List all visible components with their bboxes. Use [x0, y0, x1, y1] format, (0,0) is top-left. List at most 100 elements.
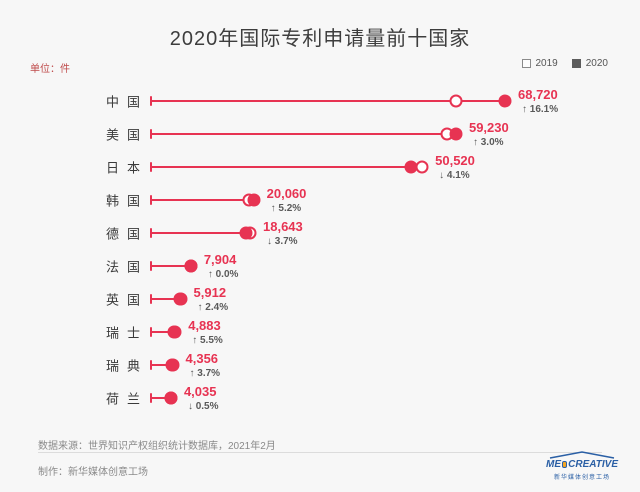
dot-2020-filled-circle: [164, 391, 178, 404]
legend-swatch-2020-filled-square: [571, 59, 581, 68]
value-label: 4,035: [183, 384, 217, 399]
country-label: 德国: [0, 223, 140, 242]
footer-divider: [38, 452, 602, 453]
value-label: 20,060: [266, 186, 307, 201]
legend-label-2019: 2019: [535, 58, 558, 69]
lollipop-line: [150, 132, 456, 135]
logo-caption: 新华媒体创意工场: [553, 475, 610, 481]
row-labels: 18,643 ↓ 3.7%: [263, 220, 303, 247]
change-label: ↑ 5.2%: [270, 203, 302, 214]
change-label: ↓ 4.1%: [439, 170, 470, 181]
row-plot: 68,720 ↑ 16.1%: [150, 84, 640, 117]
country-label-text: 瑞士: [105, 325, 148, 340]
row-plot: 20,060 ↑ 5.2%: [150, 183, 640, 216]
change-label: ↑ 0.0%: [207, 269, 239, 280]
value-label: 18,643: [263, 219, 303, 234]
row-plot: 4,035 ↓ 0.5%: [150, 381, 640, 414]
country-label: 荷兰: [0, 388, 140, 407]
producer-note: 制作：新华媒体创意工场: [38, 467, 148, 478]
row-plot: 50,520 ↓ 4.1%: [150, 150, 640, 183]
change-label: ↓ 3.7%: [267, 236, 298, 247]
legend-item-2020: 2020: [571, 58, 608, 69]
lollipop-line: [150, 396, 171, 399]
legend-swatch-2019-hollow-square: [521, 59, 531, 68]
dot-2020-filled-circle: [498, 94, 512, 107]
dot-2020-filled-circle: [166, 358, 179, 371]
country-label-text: 日本: [105, 160, 148, 175]
chart-row: 荷兰 4,035 ↓ 0.5%: [0, 381, 640, 414]
change-label: ↑ 5.5%: [192, 335, 223, 346]
country-label-text: 美国: [105, 127, 148, 142]
row-plot: 4,883 ↑ 5.5%: [150, 315, 640, 348]
value-label: 7,904: [203, 252, 237, 267]
dot-2019-hollow-circle: [449, 94, 463, 107]
row-plot: 5,912 ↑ 2.4%: [150, 282, 640, 315]
row-labels: 4,883 ↑ 5.5%: [188, 319, 223, 346]
dot-2020-filled-circle: [247, 193, 261, 206]
country-label-text: 中国: [105, 94, 148, 109]
value-label: 68,720: [518, 87, 558, 102]
country-label: 日本: [0, 157, 140, 176]
country-label: 美国: [0, 124, 140, 143]
chart-row: 瑞典 4,356 ↑ 3.7%: [0, 348, 640, 381]
lollipop-line: [150, 99, 505, 102]
change-label: ↑ 3.7%: [189, 368, 221, 379]
lollipop-line: [150, 231, 250, 234]
lollipop-line: [150, 330, 176, 333]
dot-2020-filled-circle: [174, 292, 188, 305]
value-label: 50,520: [435, 153, 475, 168]
lollipop-line: [150, 297, 181, 300]
dot-2020-filled-circle: [449, 127, 463, 140]
logo-text-left: ME: [546, 459, 561, 470]
change-label: ↓ 0.5%: [187, 401, 219, 412]
row-plot: 18,643 ↓ 3.7%: [150, 216, 640, 249]
value-label: 4,883: [188, 318, 221, 333]
country-label: 英国: [0, 289, 140, 308]
lollipop-line: [150, 165, 423, 168]
change-label: ↑ 3.0%: [472, 137, 504, 148]
logo-text-right: CREATIVE: [568, 459, 618, 470]
country-label-text: 荷兰: [105, 391, 148, 406]
country-label-text: 英国: [105, 292, 148, 307]
chart-row: 德国 18,643 ↓ 3.7%: [0, 216, 640, 249]
row-plot: 4,356 ↑ 3.7%: [150, 348, 640, 381]
chart-row: 法国 7,904 ↑ 0.0%: [0, 249, 640, 282]
chart-rows: 中国 68,720 ↑ 16.1% 美国 59,230: [0, 84, 640, 414]
change-label: ↑ 2.4%: [197, 302, 229, 313]
chart-row: 英国 5,912 ↑ 2.4%: [0, 282, 640, 315]
country-label: 瑞士: [0, 322, 140, 341]
country-label-text: 法国: [105, 259, 148, 274]
row-plot: 59,230 ↑ 3.0%: [150, 117, 640, 150]
row-labels: 5,912 ↑ 2.4%: [194, 286, 229, 313]
dot-2020-filled-circle: [168, 325, 182, 338]
chart-title: 2020年国际专利申请量前十国家: [169, 28, 471, 50]
legend-item-2019: 2019: [521, 58, 558, 69]
row-labels: 20,060 ↑ 5.2%: [267, 187, 307, 214]
data-source-note: 数据来源：世界知识产权组织统计数据库，2021年2月: [38, 441, 276, 452]
row-labels: 68,720 ↑ 16.1%: [518, 88, 558, 115]
change-label: ↑ 16.1%: [522, 104, 559, 115]
country-label: 法国: [0, 256, 140, 275]
chart-row: 瑞士 4,883 ↑ 5.5%: [0, 315, 640, 348]
row-labels: 4,035 ↓ 0.5%: [184, 385, 219, 412]
value-label: 4,356: [185, 351, 219, 366]
chart-row: 韩国 20,060 ↑ 5.2%: [0, 183, 640, 216]
logo-roof-icon: [549, 451, 615, 459]
logo-wordmark: ME CREATIVE: [546, 459, 618, 470]
dot-2019-hollow-circle: [415, 160, 429, 173]
row-labels: 50,520 ↓ 4.1%: [435, 154, 475, 181]
country-label-text: 德国: [105, 226, 148, 241]
country-label-text: 瑞典: [105, 358, 148, 373]
chart-row: 日本 50,520 ↓ 4.1%: [0, 150, 640, 183]
row-labels: 4,356 ↑ 3.7%: [186, 352, 221, 379]
row-plot: 7,904 ↑ 0.0%: [150, 249, 640, 282]
country-label: 韩国: [0, 190, 140, 209]
country-label-text: 韩国: [105, 193, 148, 208]
legend-label-2020: 2020: [585, 58, 608, 69]
chart-row: 中国 68,720 ↑ 16.1%: [0, 84, 640, 117]
unit-label: 单位：件: [30, 64, 70, 75]
value-label: 5,912: [193, 285, 227, 300]
row-labels: 59,230 ↑ 3.0%: [469, 121, 509, 148]
lollipop-line: [150, 363, 173, 366]
media-creative-logo: ME CREATIVE 新华媒体创意工场: [546, 451, 618, 481]
